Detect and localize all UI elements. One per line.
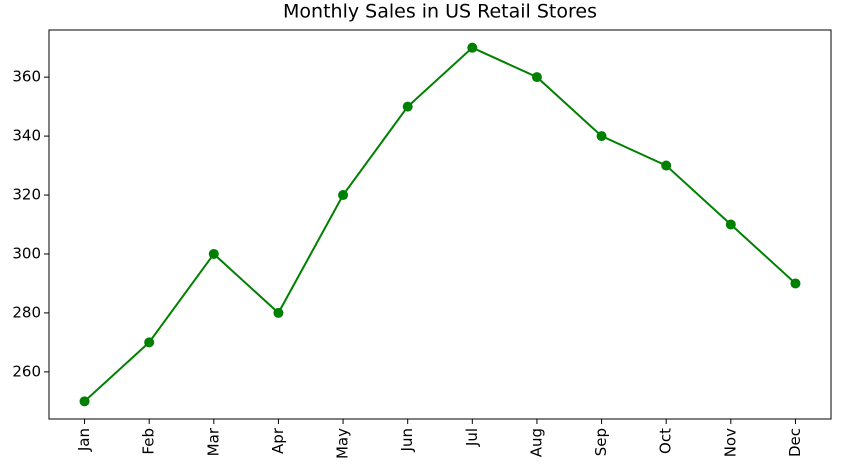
x-tick-label: Mar [204,427,222,456]
point [790,278,801,289]
point [208,248,219,259]
y-tick-label: 320 [12,186,41,204]
point [79,396,90,407]
point [531,72,542,83]
x-tick-label: Sep [592,428,610,456]
point [273,307,284,318]
x-tick-label: Apr [269,427,287,454]
point [725,219,736,230]
point [467,42,478,53]
chart-title: Monthly Sales in US Retail Stores [283,1,597,23]
y-tick-label: 360 [12,68,41,86]
y-tick-label: 260 [12,362,41,380]
x-tick-label: May [334,428,352,459]
point [144,337,155,348]
x-tick-label: Jul [463,428,481,447]
line [83,46,797,403]
x-tick-label: Feb [140,428,158,455]
y-tick-label: 280 [12,303,41,321]
x-tick-label: Jun [398,428,416,452]
point [596,131,607,142]
x-tick-label: Dec [786,428,804,457]
y-tick-label: 300 [12,244,41,262]
x-tick-label: Oct [657,428,675,454]
plot-frame [48,29,832,420]
x-tick-label: Jan [75,428,93,452]
y-tick-label: 340 [12,127,41,145]
x-tick-label: Aug [527,428,545,457]
x-tick-label: Nov [721,428,739,457]
point [661,160,672,171]
point [402,101,413,112]
point [338,190,349,201]
